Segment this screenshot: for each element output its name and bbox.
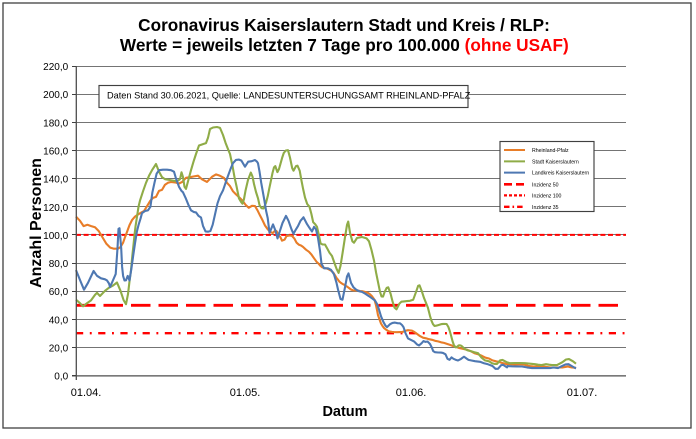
svg-text:200,0: 200,0: [43, 90, 68, 101]
svg-text:01.05.: 01.05.: [230, 387, 261, 399]
svg-text:220,0: 220,0: [43, 62, 68, 73]
svg-text:Datum: Datum: [322, 404, 367, 420]
svg-text:Werte = jeweils letzten 7 Tage: Werte = jeweils letzten 7 Tage pro 100.0…: [120, 35, 569, 55]
svg-text:100,0: 100,0: [43, 231, 68, 242]
svg-text:Stadt Kaiserslautern: Stadt Kaiserslautern: [532, 159, 579, 165]
svg-text:01.07.: 01.07.: [567, 387, 598, 399]
svg-text:60,0: 60,0: [49, 287, 69, 298]
svg-text:Coronavirus Kaiserslautern Sta: Coronavirus Kaiserslautern Stadt und Kre…: [138, 15, 550, 35]
svg-text:0,0: 0,0: [54, 372, 68, 383]
svg-text:Anzahl Personen: Anzahl Personen: [28, 158, 45, 288]
svg-text:Rheinland-Pfalz: Rheinland-Pfalz: [532, 148, 569, 154]
svg-text:Inzidenz 50: Inzidenz 50: [532, 182, 559, 188]
svg-text:120,0: 120,0: [43, 203, 68, 214]
svg-text:Inzidenz 35: Inzidenz 35: [532, 205, 559, 211]
svg-text:80,0: 80,0: [49, 259, 69, 270]
svg-text:40,0: 40,0: [49, 315, 69, 326]
svg-text:180,0: 180,0: [43, 118, 68, 129]
svg-text:01.06.: 01.06.: [396, 387, 427, 399]
svg-text:140,0: 140,0: [43, 175, 68, 186]
svg-text:Daten Stand 30.06.2021, Quelle: Daten Stand 30.06.2021, Quelle: LANDESUN…: [107, 90, 471, 100]
svg-text:Landkreis Kaiserslautern: Landkreis Kaiserslautern: [532, 171, 589, 177]
svg-text:01.04.: 01.04.: [71, 387, 102, 399]
svg-text:Inzidenz 100: Inzidenz 100: [532, 193, 562, 199]
svg-text:20,0: 20,0: [49, 344, 69, 355]
svg-text:160,0: 160,0: [43, 147, 68, 158]
